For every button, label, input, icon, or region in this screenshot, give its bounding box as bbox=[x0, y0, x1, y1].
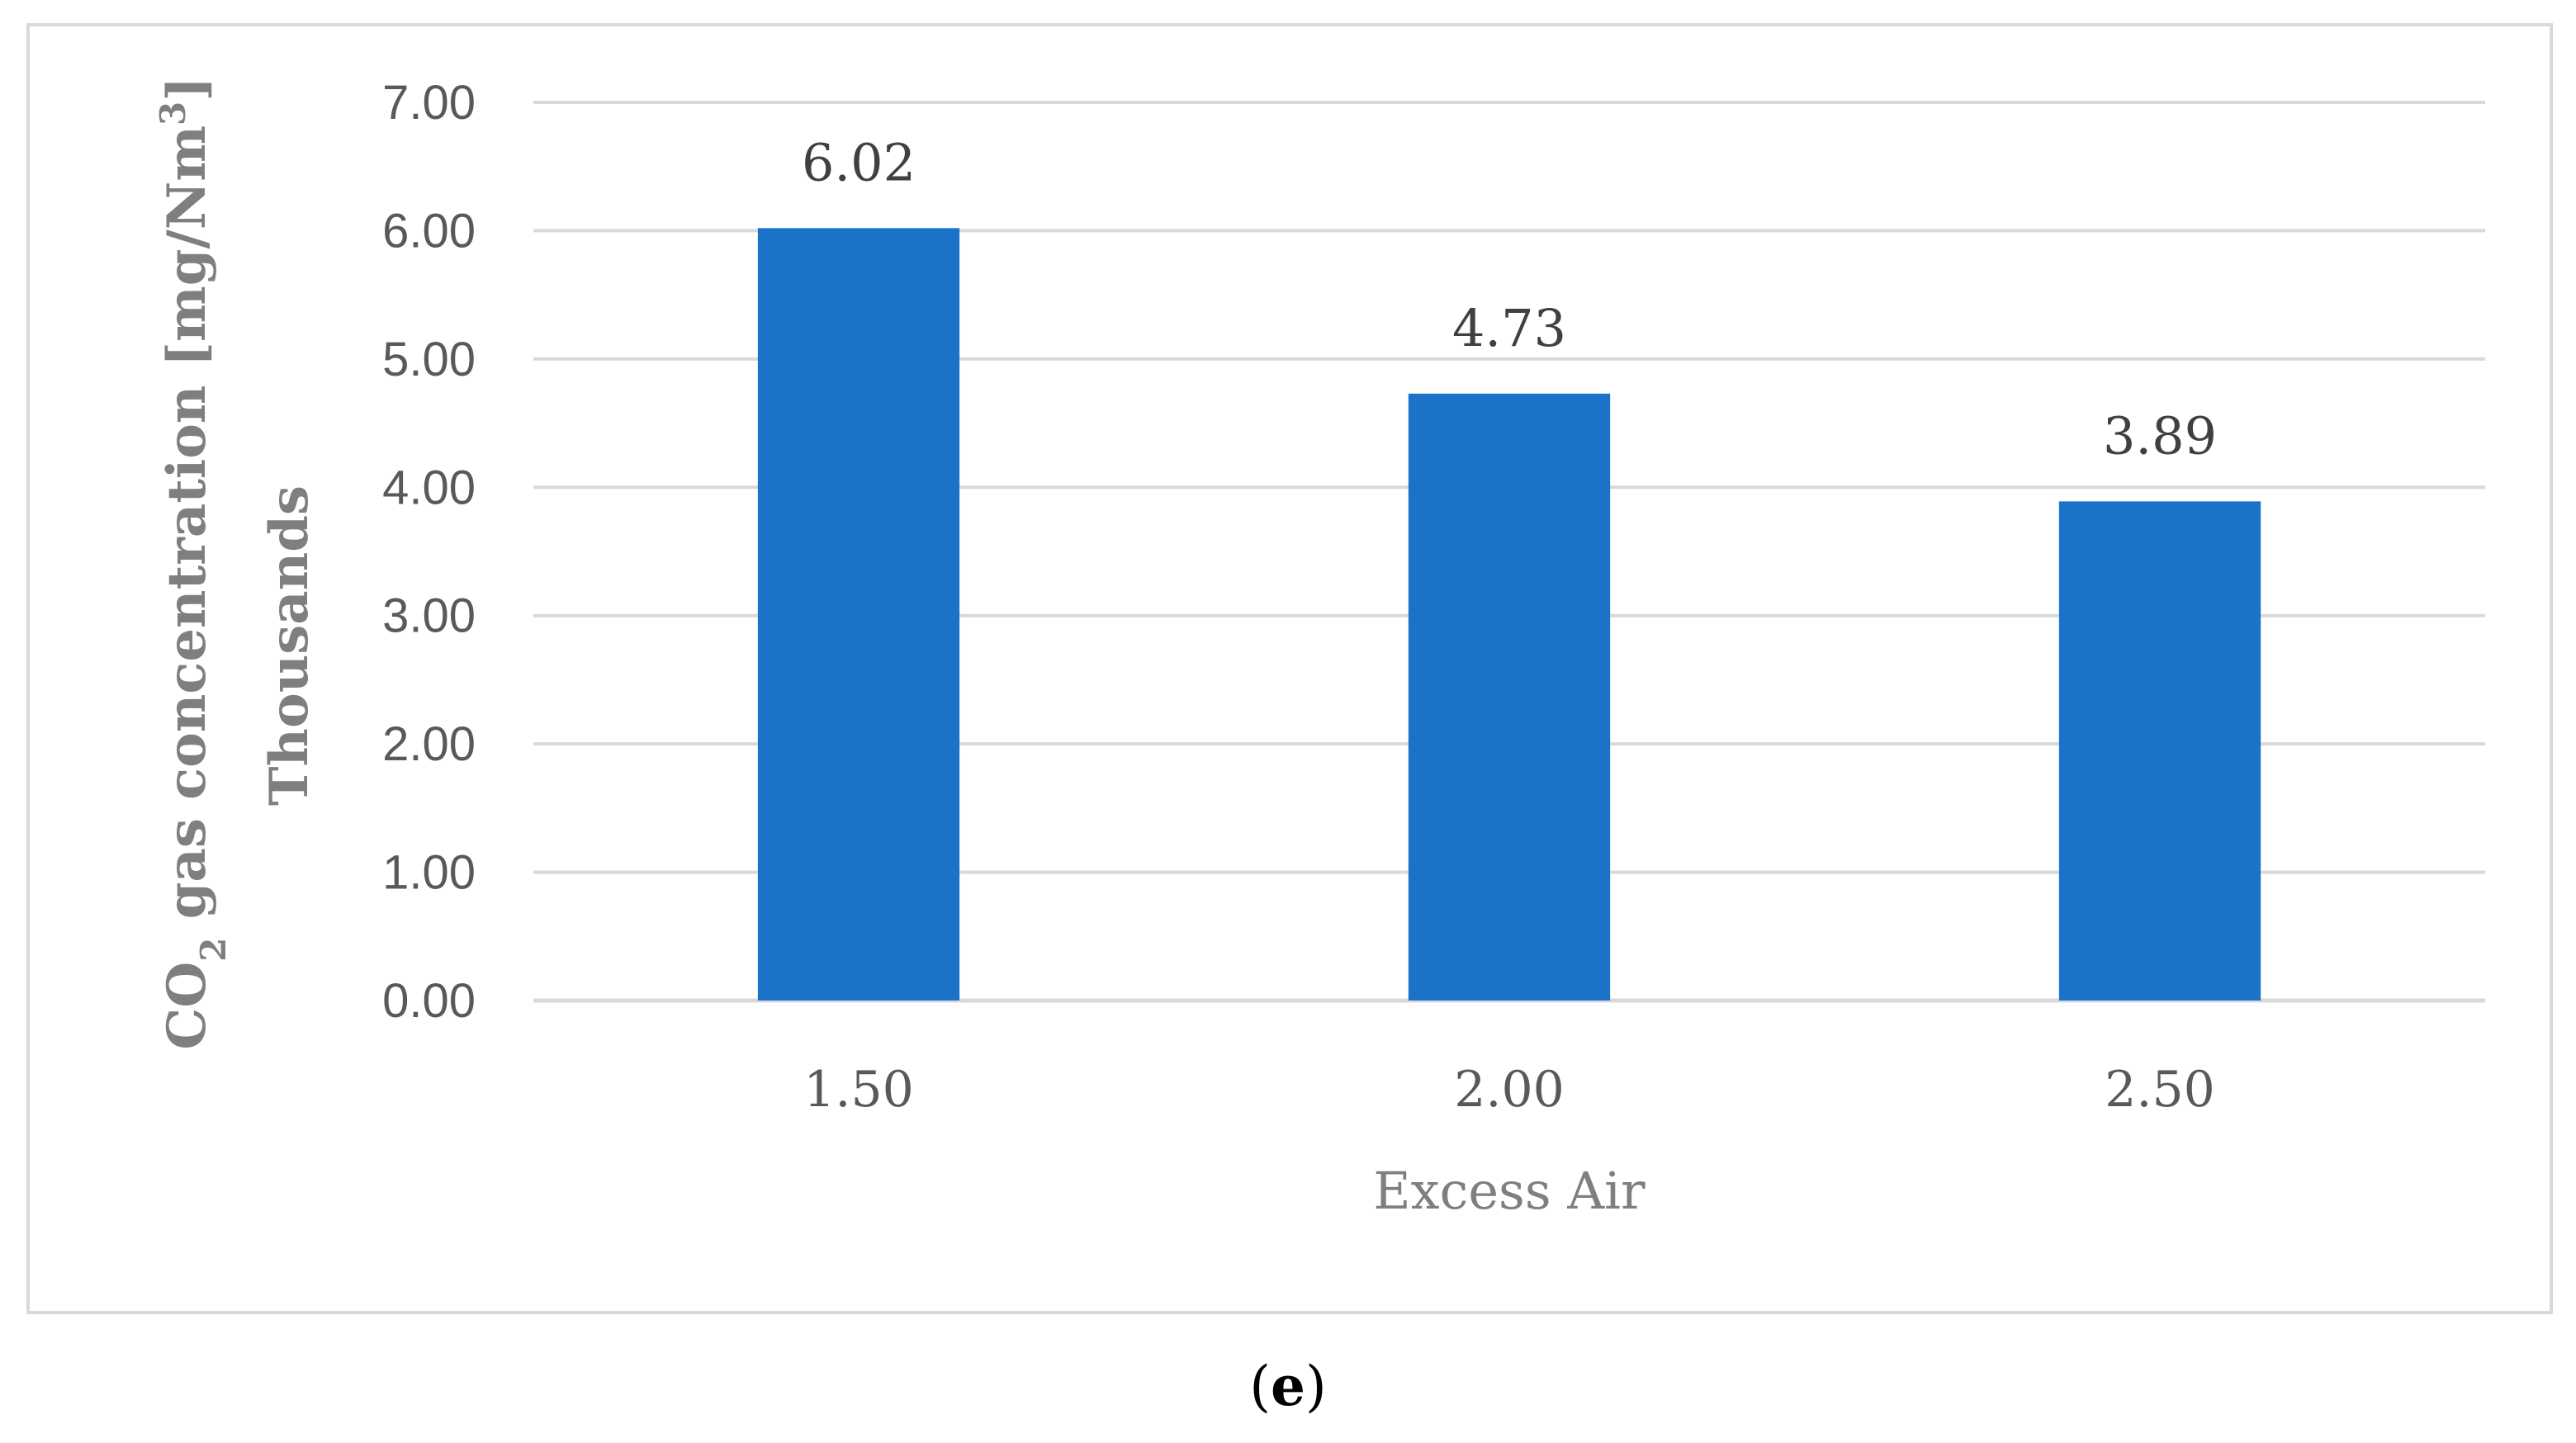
data-labels: 6.02 4.73 3.89 bbox=[802, 132, 2217, 466]
y-tick-label: 7.00 bbox=[382, 76, 476, 130]
y-tick-label: 5.00 bbox=[382, 333, 476, 386]
panel-label-open: ( bbox=[1249, 1355, 1271, 1418]
y-axis-title-prefix: CO bbox=[156, 962, 218, 1050]
y-axis-unit-label: Thousands bbox=[258, 485, 320, 806]
bar-chart: 0.00 1.00 2.00 3.00 4.00 5.00 6.00 7.00 6.02 4.7… bbox=[153, 76, 2485, 1221]
y-axis-title-subscript: 2 bbox=[193, 938, 234, 962]
bars bbox=[757, 228, 2261, 1001]
y-tick-label: 6.00 bbox=[382, 204, 476, 258]
x-axis-title: Excess Air bbox=[1373, 1161, 1646, 1221]
x-tick-labels: 1.50 2.00 2.50 bbox=[803, 1061, 2215, 1119]
panel-label: (e) bbox=[0, 1354, 2576, 1418]
bar bbox=[757, 228, 960, 1001]
panel-label-letter: e bbox=[1271, 1354, 1305, 1418]
y-axis-title-suffix: ] bbox=[156, 76, 218, 101]
x-tick-label: 2.00 bbox=[1454, 1061, 1565, 1119]
y-axis-title-superscript: 3 bbox=[153, 102, 193, 125]
data-label: 3.89 bbox=[2103, 405, 2217, 466]
y-tick-label: 2.00 bbox=[382, 717, 476, 771]
x-tick-label: 2.50 bbox=[2105, 1061, 2215, 1119]
y-axis-title: CO2 gas concentration [mg/Nm3] bbox=[153, 76, 234, 1049]
bar bbox=[1408, 393, 1611, 1001]
x-tick-label: 1.50 bbox=[803, 1061, 914, 1119]
y-tick-label: 0.00 bbox=[382, 974, 476, 1028]
y-tick-label: 1.00 bbox=[382, 846, 476, 900]
chart-frame: 0.00 1.00 2.00 3.00 4.00 5.00 6.00 7.00 6.02 4.7… bbox=[26, 23, 2553, 1314]
y-tick-label: 4.00 bbox=[382, 461, 476, 514]
data-label: 4.73 bbox=[1452, 298, 1566, 358]
y-tick-labels: 0.00 1.00 2.00 3.00 4.00 5.00 6.00 7.00 bbox=[382, 76, 476, 1028]
y-axis-title-middle: gas concentration [mg/Nm bbox=[156, 125, 218, 938]
y-tick-label: 3.00 bbox=[382, 589, 476, 643]
panel-label-close: ) bbox=[1305, 1355, 1327, 1418]
data-label: 6.02 bbox=[802, 132, 916, 192]
bar bbox=[2058, 501, 2261, 1001]
